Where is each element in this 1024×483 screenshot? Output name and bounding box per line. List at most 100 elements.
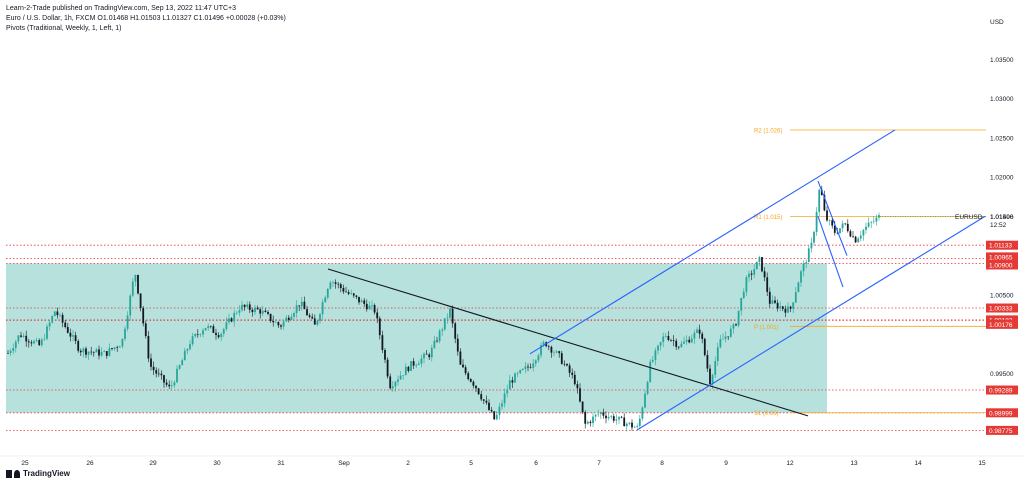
candle-body: [800, 271, 802, 283]
candle-body: [347, 292, 350, 294]
candle-body: [256, 307, 259, 310]
candle-body: [826, 210, 828, 221]
candle-body: [672, 340, 675, 341]
candle-body: [722, 338, 724, 340]
candle-body: [727, 336, 730, 338]
x-tick-label-12: 12: [786, 460, 794, 467]
candle-body: [612, 416, 615, 421]
candle-body: [675, 340, 678, 347]
candle-body: [664, 335, 667, 337]
candle-body: [259, 309, 262, 314]
candle-body: [563, 363, 566, 365]
candle-body: [56, 311, 59, 316]
candle-body: [430, 347, 433, 358]
candle-body: [532, 363, 535, 368]
candle-body: [61, 314, 64, 323]
candle-body: [820, 189, 823, 195]
candle-body: [862, 229, 865, 236]
candle-body: [677, 346, 680, 348]
candle-body: [12, 348, 15, 351]
pivot-label-3: S1 (0.99): [754, 411, 779, 417]
candle-body: [74, 335, 77, 342]
x-tick-label-9: 7: [597, 460, 601, 467]
candle-body: [514, 373, 516, 383]
candle-body: [480, 394, 483, 400]
y-tick-label-0: 1.03500: [990, 57, 1014, 64]
candle-body: [7, 353, 9, 354]
candle-body: [248, 304, 251, 310]
candle-body: [373, 305, 376, 313]
level-tag-8: 0.98775: [989, 428, 1013, 435]
candle-body: [654, 350, 657, 360]
candle-body: [407, 366, 410, 371]
candle-body: [688, 339, 691, 343]
candle-body: [181, 360, 184, 366]
candle-body: [849, 231, 852, 237]
level-tag-bg-2: [986, 260, 1018, 270]
candle-body: [696, 329, 698, 333]
candle-body: [66, 327, 69, 333]
candle-body: [482, 399, 485, 401]
candle-body: [326, 288, 329, 298]
candle-body: [503, 393, 506, 404]
candle-body: [27, 341, 30, 343]
candle-body: [729, 328, 732, 337]
tradingview-logo[interactable]: TradingView: [6, 469, 70, 478]
candle-body: [157, 373, 160, 375]
candle-body: [706, 355, 709, 369]
x-tick-label-6: 2: [406, 460, 410, 467]
candle-body: [194, 333, 197, 337]
candle-body: [459, 351, 462, 365]
candle-body: [511, 380, 514, 383]
candle-body: [573, 374, 576, 385]
level-tag-2: 1.00900: [989, 262, 1013, 269]
candle-body: [589, 421, 592, 424]
candle-body: [690, 338, 693, 343]
candle-body: [477, 388, 480, 395]
candle-body: [683, 341, 685, 344]
candle-body: [506, 389, 509, 394]
candle-body: [872, 221, 875, 223]
pivot-label-0: R2 (1.026): [754, 128, 782, 134]
candle-body: [391, 386, 394, 389]
candle-body: [768, 291, 771, 304]
candle-body: [394, 381, 397, 387]
candle-body: [254, 307, 256, 313]
candle-body: [807, 248, 810, 263]
candle-body: [113, 347, 116, 350]
candle-body: [358, 296, 360, 303]
candle-body: [20, 335, 22, 337]
candle-body: [337, 283, 340, 285]
candle-body: [217, 335, 220, 338]
candle-body: [264, 310, 267, 313]
candle-body: [438, 330, 441, 342]
candle-body: [646, 381, 649, 394]
candle-body: [443, 318, 446, 330]
candle-body: [659, 342, 662, 346]
candle-body: [199, 334, 202, 336]
candle-body: [620, 416, 623, 418]
candle-body: [14, 341, 17, 349]
candle-body: [555, 351, 558, 353]
y-tick-label-6: 1.00500: [990, 292, 1014, 299]
level-tag-bg-1: [986, 252, 1018, 262]
candle-body: [64, 322, 67, 328]
candle-body: [805, 262, 808, 264]
candle-body: [579, 388, 581, 402]
candle-body: [558, 351, 561, 354]
candle-body: [628, 422, 631, 424]
pivot-label-2: P (1.001): [754, 325, 779, 331]
x-tick-label-13: 13: [850, 460, 858, 467]
candle-body: [178, 365, 181, 369]
candle-body: [755, 261, 758, 270]
candle-body: [345, 291, 347, 293]
candle-body: [711, 374, 714, 385]
candle-body: [547, 346, 550, 347]
candle-body: [488, 402, 490, 410]
candle-body: [581, 401, 584, 413]
candle-body: [402, 375, 405, 376]
candle-body: [306, 309, 308, 316]
candle-body: [784, 308, 787, 313]
candle-body: [781, 306, 784, 309]
